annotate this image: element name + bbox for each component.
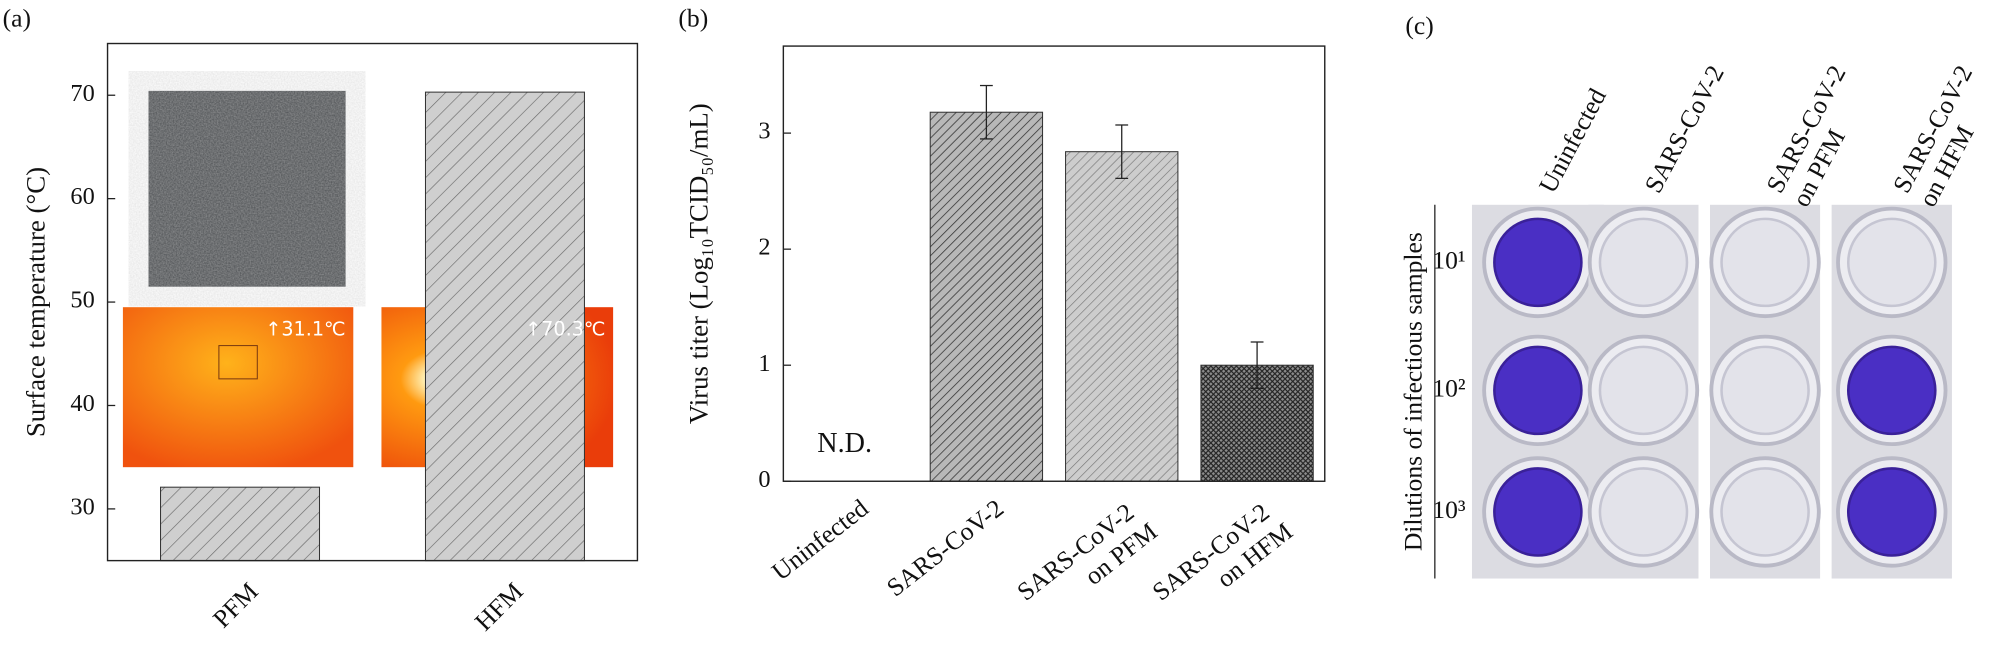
- x-tick-label: PFM: [207, 577, 264, 634]
- well: [1720, 217, 1810, 308]
- x-tick-label: SARS-CoV-2 on HFM: [1887, 55, 2007, 212]
- well: [1493, 467, 1583, 557]
- x-tick-label: SARS-CoV-2 on PFM: [1760, 55, 1880, 212]
- inset-label: ↑31.1℃: [265, 318, 345, 341]
- well: [1846, 345, 1937, 436]
- well: [1598, 217, 1689, 308]
- y-tick-label: 60: [70, 183, 94, 210]
- row-label: 10²: [1432, 373, 1466, 402]
- x-tick-label: Uninfected: [1533, 83, 1612, 197]
- y-tick-label: 0: [758, 466, 770, 493]
- x-tick-label: HFM: [469, 577, 529, 637]
- bar: [160, 486, 321, 562]
- inset-label: ↑70.3℃: [525, 318, 605, 341]
- well: [1493, 217, 1583, 308]
- axes-frame: [106, 42, 639, 562]
- row-label: 10¹: [1432, 245, 1465, 274]
- x-tick-label: SARS-CoV-2 on HFM: [1147, 493, 1298, 629]
- y-tick-label: 40: [70, 390, 94, 417]
- y-tick-label: 70: [70, 80, 94, 107]
- y-tick-label: 2: [758, 234, 770, 261]
- row-label: 10³: [1432, 495, 1466, 524]
- thermal-image: [122, 307, 354, 468]
- plate-y-label: Dilutions of infectious samples: [1399, 232, 1428, 551]
- x-tick-label: Uninfected: [766, 493, 874, 586]
- bar: [1065, 151, 1179, 482]
- well: [1720, 467, 1810, 557]
- measure-box: [218, 345, 258, 380]
- well: [1493, 345, 1583, 436]
- y-tick-label: 50: [70, 287, 94, 314]
- panel-label: (b): [678, 3, 708, 32]
- y-tick-label: 30: [70, 493, 94, 520]
- error-bar: [1250, 341, 1264, 390]
- bar: [929, 111, 1044, 482]
- well: [1720, 345, 1810, 436]
- x-tick-label: SARS-CoV-2 on PFM: [1011, 493, 1162, 629]
- panel-label: (a): [3, 3, 31, 32]
- well: [1598, 467, 1689, 557]
- x-tick-label: SARS-CoV-2: [881, 493, 1009, 602]
- error-bar: [979, 84, 993, 140]
- y-axis-label: Surface temperature (°C): [21, 167, 51, 437]
- bar: [424, 91, 585, 562]
- value-label: N.D.: [817, 428, 872, 459]
- well: [1846, 467, 1937, 557]
- micrograph-texture: [148, 90, 346, 287]
- error-bar: [1115, 124, 1129, 180]
- x-tick-label: SARS-CoV-2: [1639, 61, 1730, 198]
- y-tick-label: 3: [758, 118, 770, 145]
- y-axis-label: Virus titer (Log₁₀TCID₅₀/mL): [684, 103, 714, 424]
- well: [1846, 217, 1937, 308]
- well: [1598, 345, 1689, 436]
- y-tick-label: 1: [758, 350, 770, 377]
- panel-label: (c): [1405, 11, 1433, 40]
- axes-frame: [782, 45, 1326, 482]
